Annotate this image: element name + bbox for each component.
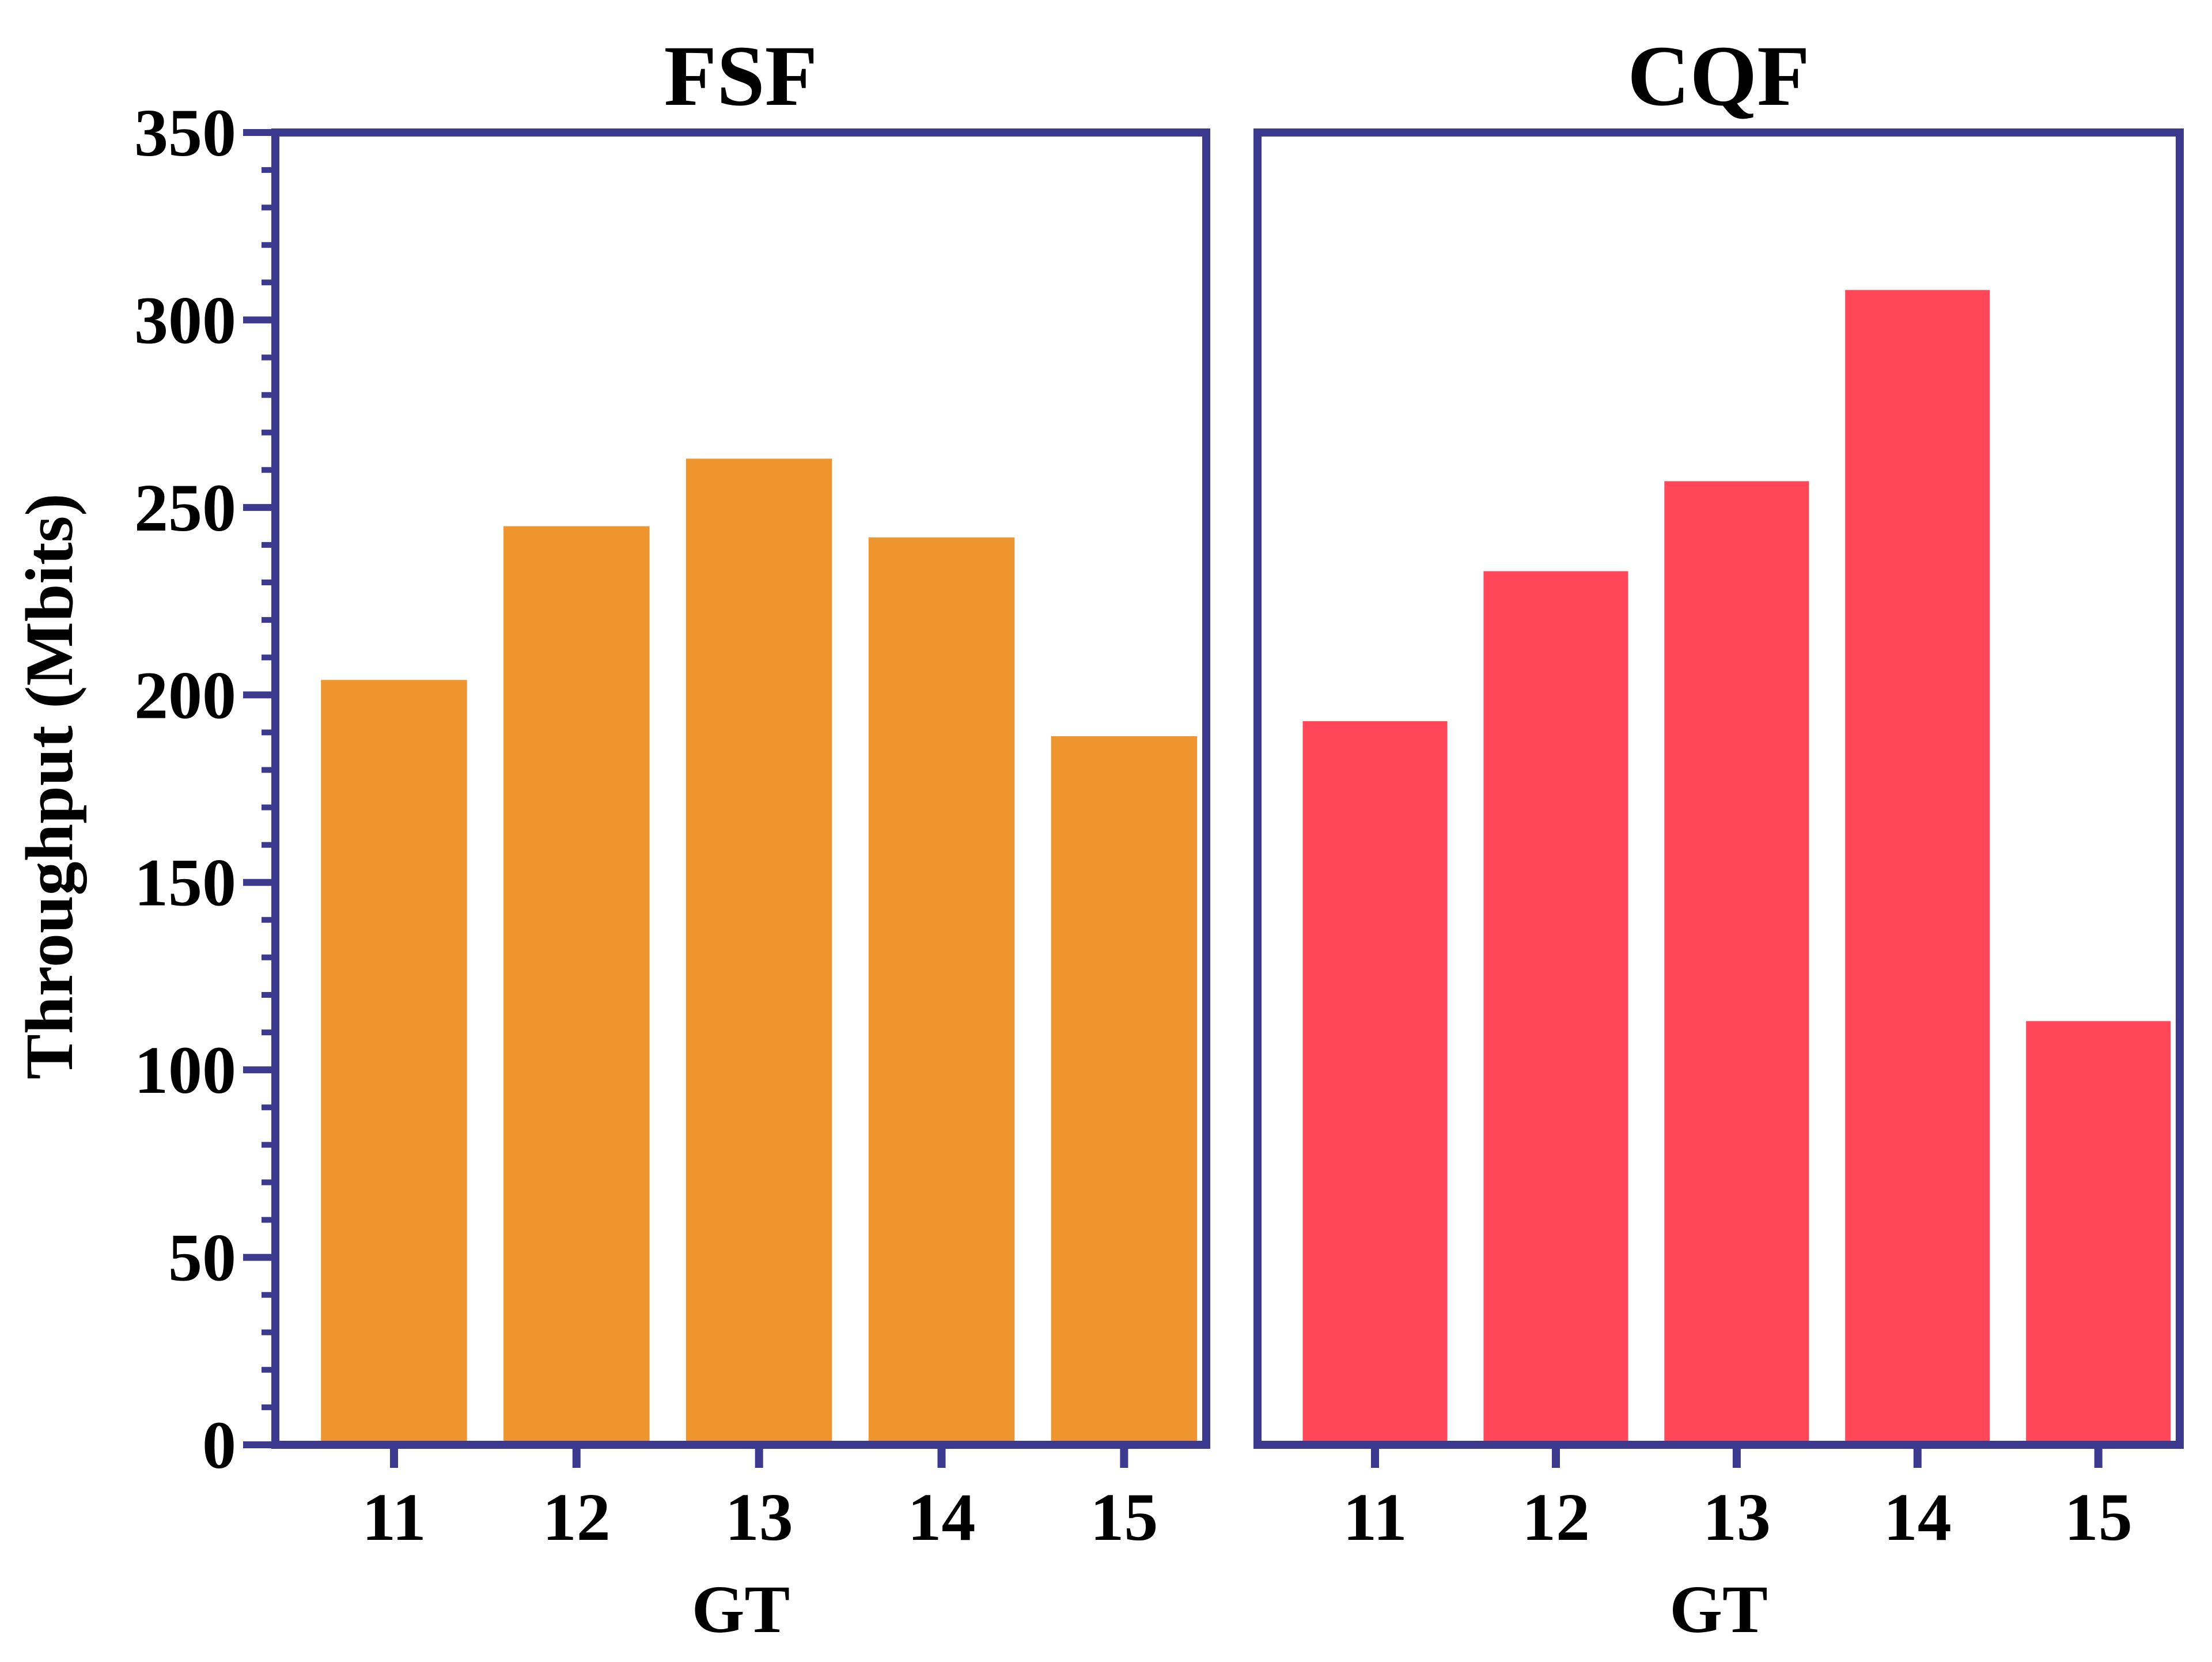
bar-cqf-15 xyxy=(2026,1021,2171,1445)
y-tick-label: 250 xyxy=(134,470,236,546)
x-tick-label: 13 xyxy=(1703,1479,1771,1555)
bar-cqf-14 xyxy=(1845,290,1990,1445)
x-tick-label: 15 xyxy=(2065,1479,2133,1555)
bar-cqf-11 xyxy=(1302,721,1448,1445)
bar-fsf-12 xyxy=(503,526,650,1445)
bar-fsf-14 xyxy=(868,537,1015,1445)
x-tick-label: 14 xyxy=(1884,1479,1952,1555)
y-axis-label: Throughput (Mbits) xyxy=(12,493,87,1079)
panel-title-cqf: CQF xyxy=(1627,28,1810,124)
y-tick-label: 0 xyxy=(202,1407,236,1483)
x-tick-label: 15 xyxy=(1090,1479,1158,1555)
x-axis-label-cqf: GT xyxy=(1669,1572,1768,1647)
bar-fsf-13 xyxy=(685,459,832,1445)
panel-cqf: 11 12 13 14 15 CQF GT xyxy=(1253,28,2184,1647)
panel-title-fsf: FSF xyxy=(664,28,818,124)
bar-cqf-13 xyxy=(1664,481,1809,1445)
x-axis-label-fsf: GT xyxy=(692,1572,790,1647)
y-tick-label: 50 xyxy=(168,1220,236,1296)
y-tick-label: 150 xyxy=(134,845,236,921)
x-tick-label: 12 xyxy=(543,1479,611,1555)
bar-cqf-12 xyxy=(1483,571,1628,1445)
x-tick-label: 14 xyxy=(908,1479,976,1555)
x-tick-label: 12 xyxy=(1522,1479,1590,1555)
plot-frame-fsf xyxy=(271,128,1210,1449)
plot-frame-cqf xyxy=(1253,128,2184,1449)
y-tick-label: 100 xyxy=(134,1032,236,1108)
x-tick-label: 11 xyxy=(362,1479,426,1555)
bar-fsf-15 xyxy=(1051,736,1198,1445)
y-tick-label: 350 xyxy=(134,95,236,171)
x-tick-label: 11 xyxy=(1343,1479,1407,1555)
y-tick-label: 300 xyxy=(134,282,236,358)
y-tick-label: 200 xyxy=(134,657,236,733)
bar-fsf-11 xyxy=(321,680,467,1445)
x-tick-label: 13 xyxy=(725,1479,793,1555)
